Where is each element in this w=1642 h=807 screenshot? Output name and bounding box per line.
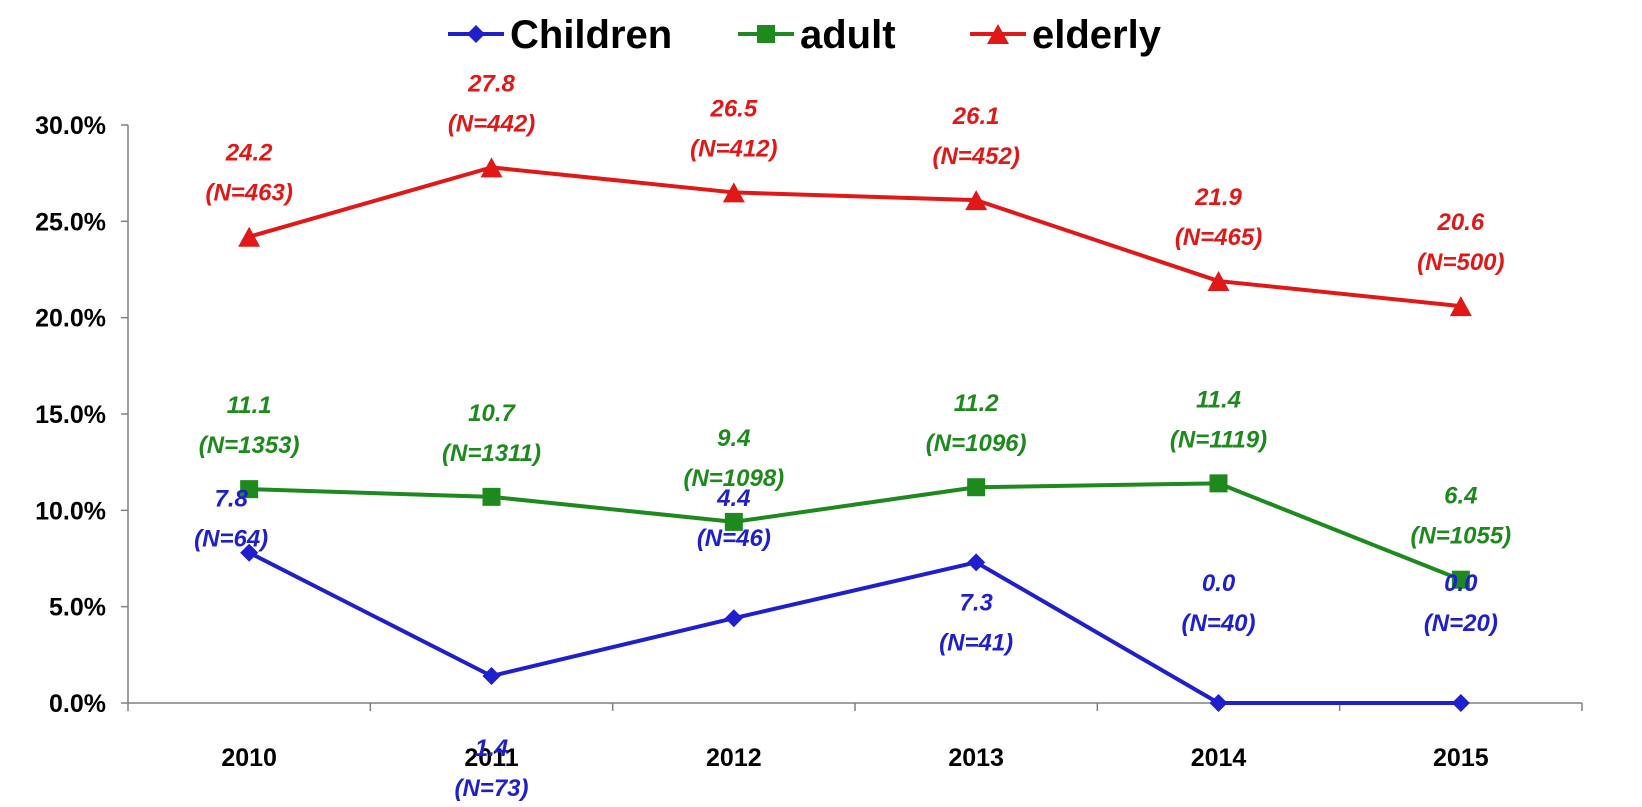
data-label-value-elderly: 21.9	[1194, 184, 1242, 211]
data-label-value-adult: 9.4	[717, 425, 750, 452]
data-point-children	[1209, 694, 1228, 712]
data-label-value-adult: 11.4	[1196, 386, 1241, 413]
data-point-adult	[240, 480, 259, 499]
x-tick-label: 2012	[706, 744, 762, 772]
y-tick-label: 5.0%	[49, 594, 106, 622]
data-point-elderly	[965, 190, 988, 211]
legend-marker-children	[467, 25, 485, 43]
y-tick-label: 20.0%	[35, 305, 106, 333]
data-point-elderly	[1449, 296, 1472, 317]
legend-item-adult: adult	[738, 13, 896, 57]
legend-item-children: Children	[448, 13, 672, 57]
x-tick-label: 2015	[1433, 744, 1489, 772]
data-label-n-children: (N=64)	[194, 526, 268, 553]
data-label-value-elderly: 27.8	[467, 70, 515, 97]
series-line-adult	[249, 481, 1462, 582]
data-label-value-adult: 11.1	[227, 392, 272, 419]
data-point-children	[724, 609, 743, 628]
data-point-adult	[1209, 474, 1228, 493]
x-axis: 2010 2011 2012 2013 2014 2015	[127, 702, 1583, 772]
series-elderly	[238, 157, 1472, 317]
data-label-value-elderly: 24.2	[225, 140, 273, 167]
x-tick-label: 2010	[221, 744, 277, 772]
data-labels: 7.8 (N=64) 1.4 (N=73) 4.4 (N=46) 7.3 (N=41) 0.0 (…	[194, 70, 1511, 802]
y-tick-label: 15.0%	[35, 401, 106, 429]
data-label-n-elderly: (N=412)	[690, 135, 777, 162]
series-adult	[240, 474, 1470, 589]
y-tick-label: 30.0%	[35, 112, 106, 140]
legend-marker-elderly	[987, 24, 1009, 44]
data-label-n-children: (N=73)	[454, 775, 528, 802]
data-label-value-children: 4.4	[716, 485, 750, 512]
data-label-value-adult: 6.4	[1444, 483, 1477, 510]
data-label-n-adult: (N=1353)	[199, 432, 300, 459]
data-point-adult	[1451, 570, 1470, 589]
legend-marker-adult	[757, 25, 775, 43]
legend-label-adult: adult	[800, 13, 896, 57]
x-tick-label: 2013	[948, 744, 1004, 772]
series-layer	[238, 157, 1472, 712]
data-label-n-children: (N=40)	[1181, 610, 1255, 637]
data-label-n-children: (N=46)	[697, 525, 771, 552]
data-point-adult	[724, 512, 743, 531]
data-label-value-adult: 10.7	[468, 400, 516, 427]
data-point-elderly	[480, 157, 503, 178]
data-point-children	[1451, 694, 1470, 712]
data-label-value-elderly: 26.5	[709, 95, 757, 122]
data-label-value-children: 0.0	[1444, 570, 1478, 597]
data-point-elderly	[238, 226, 261, 247]
data-label-value-elderly: 20.6	[1436, 209, 1484, 236]
chart-legend: Children adult elderly	[448, 13, 1162, 57]
data-label-value-children: 7.3	[959, 589, 993, 616]
legend-label-children: Children	[510, 13, 672, 57]
data-label-n-elderly: (N=442)	[448, 110, 535, 137]
x-tick-label: 2014	[1191, 744, 1247, 772]
data-label-n-adult: (N=1055)	[1410, 523, 1511, 550]
data-label-n-adult: (N=1096)	[926, 430, 1027, 457]
data-label-n-children: (N=20)	[1424, 610, 1498, 637]
data-point-children	[482, 667, 501, 686]
data-label-n-elderly: (N=465)	[1175, 224, 1262, 251]
data-point-elderly	[722, 182, 745, 203]
data-label-n-elderly: (N=463)	[205, 180, 292, 207]
legend-label-elderly: elderly	[1032, 13, 1162, 57]
data-point-children	[240, 543, 259, 562]
data-label-n-elderly: (N=500)	[1417, 249, 1504, 276]
data-label-value-children: 7.8	[214, 486, 248, 513]
data-point-elderly	[1207, 271, 1230, 292]
series-children	[240, 543, 1470, 712]
y-tick-label: 25.0%	[35, 208, 106, 236]
data-label-value-children: 0.0	[1202, 570, 1236, 597]
data-label-value-elderly: 26.1	[952, 103, 1000, 130]
series-line-elderly	[248, 165, 1462, 309]
data-label-value-adult: 11.2	[954, 390, 1000, 417]
y-axis: 0.0% 5.0% 10.0% 15.0% 20.0% 25.0% 30.0%	[35, 112, 129, 718]
data-label-value-children: 1.4	[475, 735, 508, 762]
data-point-children	[967, 553, 986, 572]
series-line-children	[248, 550, 1461, 705]
data-label-n-adult: (N=1311)	[442, 440, 541, 467]
data-label-n-adult: (N=1098)	[683, 465, 784, 492]
y-tick-label: 10.0%	[35, 497, 106, 525]
data-point-adult	[967, 478, 986, 497]
data-label-n-elderly: (N=452)	[932, 143, 1019, 170]
data-label-n-children: (N=41)	[939, 629, 1013, 656]
legend-item-elderly: elderly	[970, 13, 1162, 57]
y-tick-label: 0.0%	[49, 690, 106, 718]
data-point-adult	[482, 487, 501, 506]
data-label-n-adult: (N=1119)	[1170, 426, 1267, 453]
x-tick-label: 2011	[464, 744, 518, 772]
